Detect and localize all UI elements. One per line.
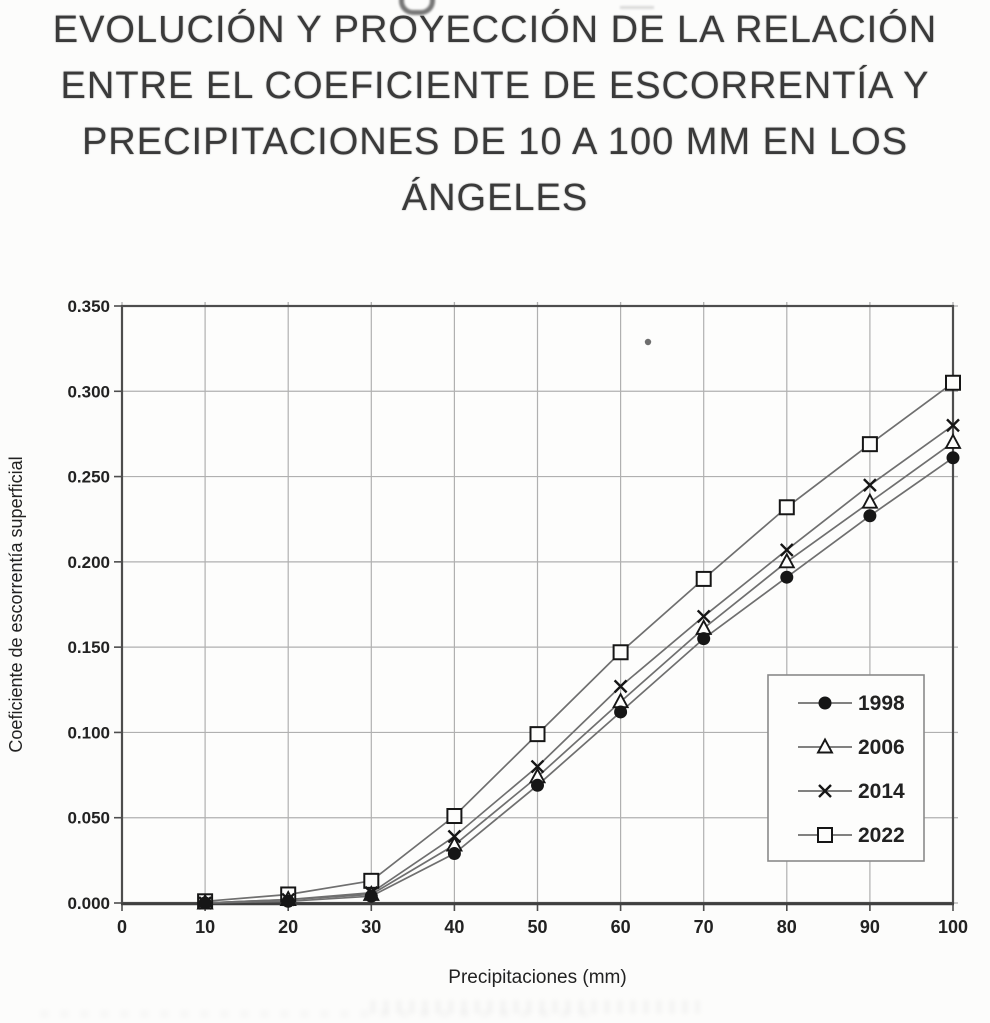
cropped-text-fragment-top bbox=[399, 0, 435, 15]
x-tick-label: 70 bbox=[694, 917, 714, 937]
scan-speck bbox=[644, 338, 652, 346]
y-tick-label: 0.100 bbox=[67, 723, 110, 742]
legend-label-2006: 2006 bbox=[858, 736, 905, 759]
legend-label-2022: 2022 bbox=[858, 824, 905, 847]
series-marker-1998 bbox=[364, 889, 378, 903]
scan-noise-artifact-2 bbox=[40, 1010, 600, 1018]
y-tick-label: 0.250 bbox=[67, 468, 110, 487]
y-tick-label: 0.200 bbox=[67, 553, 110, 572]
series-marker-1998 bbox=[863, 509, 877, 523]
series-marker-1998 bbox=[697, 632, 711, 646]
series-marker-2014 bbox=[779, 543, 794, 557]
series-marker-2022 bbox=[446, 808, 463, 825]
series-marker-2014 bbox=[696, 609, 711, 624]
legend-label-2014: 2014 bbox=[858, 780, 905, 803]
series-marker-2006 bbox=[861, 492, 879, 509]
runoff-chart: 0.000 0.050 0.100 0.150 0.200 0.250 0.300 0.350… bbox=[0, 270, 990, 1023]
x-tick-label: 0 bbox=[117, 917, 127, 937]
series-line-2006 bbox=[205, 441, 954, 904]
figure-title-line-2: ENTRE EL COEFICIENTE DE ESCORRENTÍA Y bbox=[60, 65, 930, 107]
series-marker-2006 bbox=[778, 552, 796, 569]
series-line-2022 bbox=[205, 382, 954, 903]
x-tick-label: 80 bbox=[777, 917, 797, 937]
y-tick-label: 0.050 bbox=[67, 809, 110, 828]
x-tick-label: 90 bbox=[860, 917, 880, 937]
x-tick-label: 100 bbox=[938, 917, 968, 937]
x-tick-label: 20 bbox=[278, 917, 298, 937]
y-tick-label: 0.300 bbox=[67, 382, 110, 401]
legend-marker-2022 bbox=[817, 827, 833, 843]
series-marker-2022 bbox=[778, 499, 795, 516]
series-marker-1998 bbox=[281, 894, 295, 908]
series-marker-2014 bbox=[613, 679, 628, 694]
series-marker-2022 bbox=[861, 436, 878, 453]
x-tick-label: 50 bbox=[527, 917, 547, 937]
y-axis-title: Coeficiente de escorrentía superficial bbox=[6, 456, 26, 752]
series-marker-1998 bbox=[198, 896, 212, 910]
figure-title-line-1: EVOLUCIÓN Y PROYECCIÓN DE LA RELACIÓN bbox=[52, 9, 938, 51]
series-marker-2014 bbox=[946, 418, 960, 433]
x-tick-label: 60 bbox=[611, 917, 631, 937]
y-tick-label: 0.150 bbox=[67, 638, 110, 657]
legend-box bbox=[767, 674, 925, 862]
series-marker-2022 bbox=[695, 570, 712, 587]
series-marker-1998 bbox=[780, 570, 794, 584]
scan-noise-artifact bbox=[370, 1000, 700, 1014]
series-marker-1998 bbox=[447, 847, 461, 861]
series-marker-2014 bbox=[863, 478, 877, 492]
series-marker-1998 bbox=[614, 705, 628, 719]
series-line-1998 bbox=[205, 457, 954, 904]
x-tick-label: 10 bbox=[195, 917, 215, 937]
legend-label-1998: 1998 bbox=[858, 692, 905, 715]
series-marker-2006 bbox=[944, 432, 962, 449]
series-marker-2022 bbox=[945, 374, 961, 391]
x-tick-label: 40 bbox=[444, 917, 464, 937]
series-marker-1998 bbox=[531, 778, 544, 792]
series-marker-2022 bbox=[612, 644, 629, 661]
figure-title-line-4: ÁNGELES bbox=[401, 177, 589, 219]
y-tick-label: 0.000 bbox=[67, 894, 110, 913]
runoff-vs-precipitation-line-chart: 0.000 0.050 0.100 0.150 0.200 0.250 0.300 0.350… bbox=[6, 297, 968, 988]
legend-marker-2014 bbox=[818, 784, 832, 798]
series-marker-2022 bbox=[529, 726, 546, 743]
legend-marker-1998 bbox=[818, 696, 832, 710]
x-tick-label: 30 bbox=[361, 917, 381, 937]
x-axis-title: Precipitaciones (mm) bbox=[448, 967, 626, 988]
series-marker-2014 bbox=[530, 759, 545, 774]
figure-title: EVOLUCIÓN Y PROYECCIÓN DE LA RELACIÓN EN… bbox=[0, 2, 990, 226]
series-marker-1998 bbox=[946, 451, 960, 465]
y-tick-label: 0.350 bbox=[67, 297, 110, 316]
series-line-2014 bbox=[205, 424, 954, 904]
figure-title-line-3: PRECIPITACIONES DE 10 A 100 MM EN LOS bbox=[81, 121, 909, 163]
legend-marker-2006 bbox=[816, 737, 834, 754]
cropped-text-fragment-top-2 bbox=[620, 6, 654, 9]
